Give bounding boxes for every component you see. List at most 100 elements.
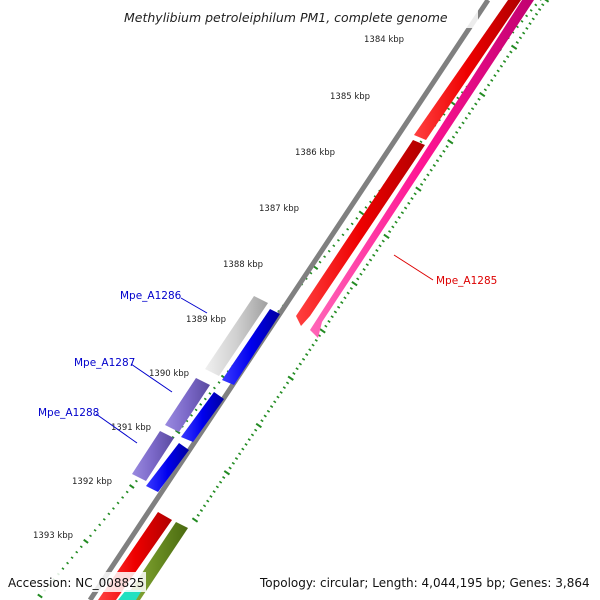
tick-mark: [171, 435, 175, 439]
tick-mark: [266, 409, 271, 413]
tick-mark: [121, 496, 125, 499]
tick-mark: [362, 267, 366, 271]
tick-mark: [202, 504, 207, 508]
tick-mark: [350, 222, 354, 226]
tick-mark: [311, 343, 315, 347]
tick-mark: [93, 528, 97, 532]
tick-mark: [336, 305, 341, 309]
tick-mark: [255, 422, 262, 429]
tick-label: 1392 kbp: [72, 477, 112, 487]
tick-mark: [301, 357, 306, 361]
tick-mark: [426, 173, 430, 177]
gene-label-mpe-a1286[interactable]: Mpe_A1286: [120, 290, 182, 302]
tick-mark: [435, 159, 440, 163]
reverse-pink-cds-mpe-a1285[interactable]: [310, 0, 534, 338]
tick-mark: [365, 263, 369, 267]
blue-cds-1[interactable]: [222, 309, 280, 385]
tick-mark: [279, 390, 283, 394]
gene-label-mpe-a1287[interactable]: Mpe_A1287: [74, 357, 135, 369]
tick-mark: [228, 466, 232, 470]
tick-mark: [215, 485, 219, 489]
tick-mark: [502, 59, 507, 63]
tick-mark: [234, 457, 239, 461]
tick-mark: [531, 17, 535, 21]
tick-label: 1393 kbp: [33, 531, 73, 541]
tick-mark: [61, 567, 65, 571]
tick-mark: [442, 149, 446, 153]
teal-cds-bottom: [118, 590, 142, 600]
tick-mark: [260, 419, 264, 423]
tick-mark: [451, 135, 456, 139]
gray-cds-mpe-a1286[interactable]: [205, 296, 268, 376]
blue-cds-3[interactable]: [146, 443, 189, 492]
forward-red-cds-long[interactable]: [296, 140, 425, 326]
tick-mark: [356, 277, 360, 281]
tick-mark: [403, 206, 408, 210]
tick-mark: [529, 9, 533, 12]
tick-mark: [439, 154, 443, 158]
tick-label: 1384 kbp: [364, 35, 404, 45]
tick-mark: [203, 397, 207, 401]
tick-mark: [544, 0, 550, 3]
tick-mark: [116, 501, 120, 505]
tick-mark: [174, 429, 181, 435]
tick-mark: [83, 538, 89, 544]
tick-mark: [510, 44, 518, 50]
tick-mark: [506, 55, 510, 59]
tick-mark: [423, 178, 427, 182]
tick-mark: [429, 168, 433, 172]
tick-mark: [323, 255, 327, 259]
footer-summary: Topology: circular; Length: 4,044,195 bp…: [259, 576, 590, 590]
tick-mark: [461, 121, 465, 125]
tick-mark: [247, 438, 251, 442]
tick-mark: [358, 210, 365, 216]
leader-line-mpe-a1285: [393, 254, 434, 281]
tick-mark: [276, 395, 280, 399]
tick-label: 1386 kbp: [295, 148, 335, 158]
tick-mark: [400, 211, 405, 215]
tick-mark: [419, 182, 424, 186]
blue-cds-2[interactable]: [181, 392, 224, 442]
tick-mark: [447, 139, 454, 145]
tick-label: 1388 kbp: [223, 260, 263, 270]
tick-mark: [263, 414, 267, 418]
leader-line-mpe-a1286: [180, 297, 208, 314]
gene-label-mpe-a1288[interactable]: Mpe_A1288: [38, 407, 99, 419]
tick-mark: [474, 102, 478, 106]
tick-mark: [477, 97, 481, 101]
tick-mark: [381, 239, 385, 243]
tick-mark: [332, 244, 336, 248]
purple-cds-mpe-a1288[interactable]: [132, 431, 174, 481]
tick-mark: [75, 550, 79, 554]
tick-mark: [298, 362, 302, 366]
tick-mark: [520, 19, 524, 23]
tick-mark: [330, 315, 334, 319]
tick-mark: [394, 220, 398, 224]
tick-mark: [388, 230, 392, 234]
purple-cds-mpe-a1287[interactable]: [165, 378, 210, 432]
tick-label: 1389 kbp: [186, 315, 226, 325]
tick-mark: [324, 324, 328, 328]
tick-mark: [292, 371, 296, 375]
gene-label-mpe-a1285[interactable]: Mpe_A1285: [436, 275, 497, 287]
tick-mark: [509, 50, 513, 54]
tick-mark: [496, 69, 500, 73]
tick-mark: [368, 258, 373, 262]
tick-mark: [213, 386, 216, 390]
tick-mark: [89, 534, 92, 538]
tick-mark: [541, 3, 545, 7]
tick-mark: [340, 301, 344, 305]
tick-mark: [222, 475, 226, 479]
tick-mark: [112, 507, 115, 510]
tick-mark: [309, 271, 313, 275]
tick-mark: [397, 215, 401, 219]
tick-mark: [327, 319, 331, 323]
tick-mark: [410, 197, 414, 201]
tick-mark: [190, 414, 193, 417]
tick-mark: [445, 145, 449, 149]
tick-mark: [287, 375, 294, 381]
inner-tick-dots: [191, 0, 550, 523]
tick-mark: [217, 381, 221, 384]
tick-mark: [490, 78, 494, 82]
forward-red-cds-top[interactable]: [414, 0, 521, 140]
